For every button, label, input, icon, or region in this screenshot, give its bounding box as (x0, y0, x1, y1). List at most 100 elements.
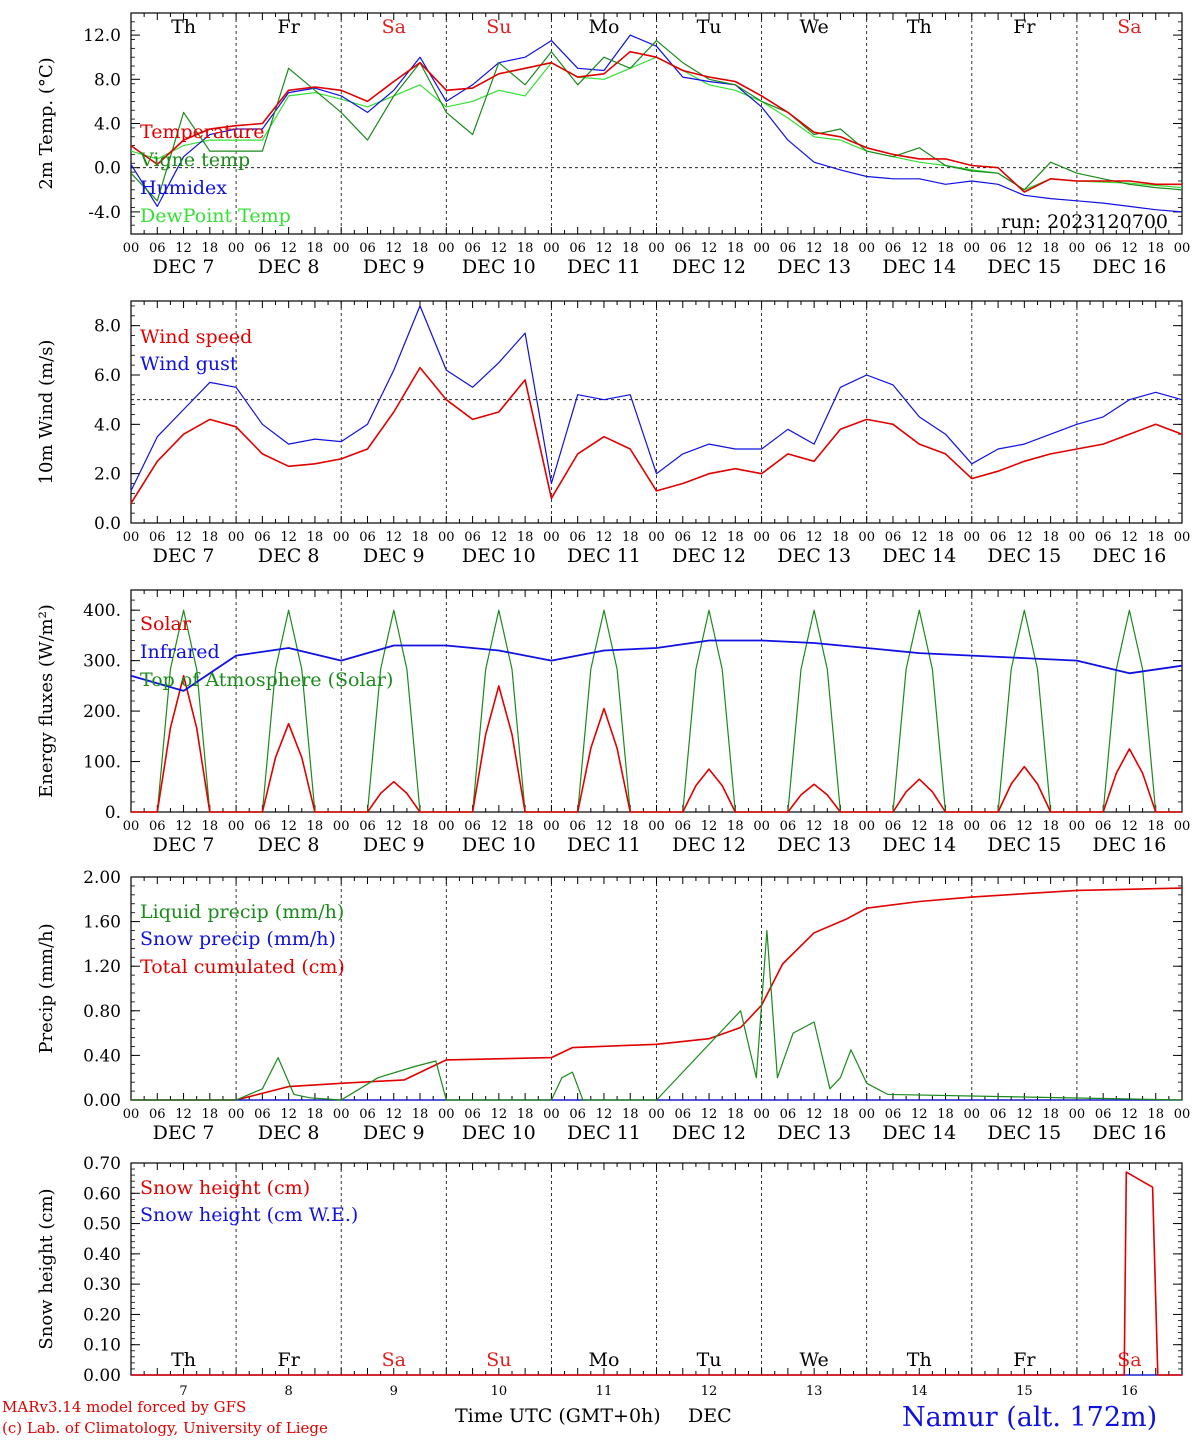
series-vigne-temp (130, 40, 1183, 202)
date-label: DEC 8 (258, 1122, 320, 1144)
date-label: DEC 10 (462, 256, 536, 278)
hour-tick-label: 12 (911, 530, 928, 545)
hour-tick-label: 00 (123, 819, 140, 834)
hour-tick-label: 12 (806, 241, 823, 256)
hour-tick-label: 00 (228, 530, 245, 545)
y-tick-label: 0.10 (83, 1336, 121, 1356)
station-name: Namur (alt. 172m) (902, 1402, 1158, 1433)
hour-tick-label: 12 (596, 819, 613, 834)
hour-tick-label: 06 (885, 530, 902, 545)
hour-tick-label: 00 (123, 530, 140, 545)
hour-tick-label: 18 (202, 530, 219, 545)
credit-line-2: (c) Lab. of Climatology, University of L… (2, 1419, 328, 1437)
hour-tick-label: 06 (464, 241, 481, 256)
hour-tick-label: 00 (858, 1107, 875, 1122)
hour-tick-label: 06 (149, 530, 166, 545)
date-label: DEC 9 (363, 834, 425, 856)
date-label: DEC 7 (153, 1122, 215, 1144)
hour-tick-label: 12 (491, 1107, 508, 1122)
hour-tick-label: 12 (175, 241, 192, 256)
weekday-label: Th (171, 1349, 196, 1371)
hour-tick-label: 18 (307, 1107, 324, 1122)
y-tick-label: 0.80 (83, 1002, 121, 1022)
series-liquid-precip-mm-h (131, 929, 1183, 1101)
hour-tick-label: 06 (254, 819, 271, 834)
date-label: DEC 13 (777, 545, 851, 567)
y-tick-label: 0.40 (83, 1245, 121, 1265)
hour-tick-label: 12 (385, 819, 402, 834)
hour-tick-label: 00 (1069, 241, 1086, 256)
hour-tick-label: 18 (517, 530, 534, 545)
hour-tick-label: 00 (228, 819, 245, 834)
panel-4: 0.00 0.40 0.80 1.20 1.60 2.00 Precip (mm/h) 00 0… (36, 868, 1190, 1144)
hour-tick-label: 06 (149, 819, 166, 834)
series-humidex (130, 34, 1183, 213)
y-tick-label: 0.0 (94, 514, 121, 534)
hour-tick-label: 00 (1069, 819, 1086, 834)
y-tick-label: 0.70 (83, 1154, 121, 1174)
hour-tick-label: 00 (753, 1107, 770, 1122)
hour-tick-label: 18 (1042, 241, 1059, 256)
y-tick-label: 100. (83, 753, 121, 773)
hour-tick-label: 12 (596, 241, 613, 256)
hour-tick-label: 00 (858, 530, 875, 545)
hour-tick-label: 00 (648, 530, 665, 545)
day-number-label: 10 (491, 1384, 508, 1399)
y-tick-label: 0.00 (83, 1091, 121, 1111)
hour-tick-label: 06 (254, 241, 271, 256)
hour-tick-label: 12 (701, 530, 718, 545)
hour-tick-label: 18 (832, 1107, 849, 1122)
series-wind-speed (130, 366, 1183, 504)
series-solar (131, 675, 1182, 813)
hour-tick-label: 12 (385, 530, 402, 545)
hour-tick-label: 12 (806, 1107, 823, 1122)
legend-entry: Wind speed (140, 326, 252, 348)
hour-tick-label: 12 (596, 530, 613, 545)
hour-tick-label: 18 (412, 241, 429, 256)
hour-tick-label: 12 (1016, 1107, 1033, 1122)
y-tick-label: 0.00 (83, 1366, 121, 1386)
date-label: DEC 12 (672, 834, 746, 856)
legend-entry: Temperature (140, 121, 264, 143)
hour-tick-label: 18 (937, 530, 954, 545)
hour-tick-label: 12 (1121, 241, 1138, 256)
hour-tick-label: 12 (1121, 530, 1138, 545)
day-number-label: 16 (1121, 1384, 1138, 1399)
date-label: DEC 14 (882, 256, 956, 278)
date-label: DEC 15 (987, 545, 1061, 567)
panel-5: 0.00 0.10 0.20 0.30 0.40 0.50 0.60 0.70 Snow hei… (36, 1154, 1183, 1399)
hour-tick-label: 00 (753, 819, 770, 834)
weekday-label: Fr (278, 1349, 301, 1371)
hour-tick-label: 00 (1174, 819, 1191, 834)
y-tick-label: 0.30 (83, 1275, 121, 1295)
hour-tick-label: 18 (832, 241, 849, 256)
y-tick-label: 0.60 (83, 1184, 121, 1204)
date-label: DEC 10 (462, 834, 536, 856)
hour-tick-label: 00 (964, 1107, 981, 1122)
y-tick-label: 0.40 (83, 1046, 121, 1066)
legend-entry: Snow height (cm W.E.) (140, 1204, 358, 1226)
hour-tick-label: 18 (622, 819, 639, 834)
legend-entry: Wind gust (140, 353, 238, 375)
hour-tick-label: 12 (280, 1107, 297, 1122)
hour-tick-label: 00 (648, 819, 665, 834)
hour-tick-label: 12 (1016, 819, 1033, 834)
date-label: DEC 14 (882, 834, 956, 856)
y-tick-label: 4.0 (94, 415, 121, 435)
y-tick-label: 8.0 (94, 70, 121, 90)
weekday-label: Fr (1013, 16, 1036, 38)
hour-tick-label: 06 (990, 530, 1007, 545)
hour-tick-label: 06 (359, 1107, 376, 1122)
hour-tick-label: 18 (1147, 1107, 1164, 1122)
hour-tick-label: 06 (149, 1107, 166, 1122)
legend-entry: Total cumulated (cm) (140, 956, 345, 978)
hour-tick-label: 12 (911, 819, 928, 834)
hour-tick-label: 06 (254, 1107, 271, 1122)
hour-tick-label: 06 (1095, 1107, 1112, 1122)
y-tick-label: 4.0 (94, 115, 121, 135)
hour-tick-label: 06 (780, 241, 797, 256)
hour-tick-label: 12 (491, 241, 508, 256)
date-label: DEC 16 (1093, 834, 1167, 856)
day-number-label: 14 (911, 1384, 928, 1399)
weekday-label: Sa (1117, 16, 1141, 38)
